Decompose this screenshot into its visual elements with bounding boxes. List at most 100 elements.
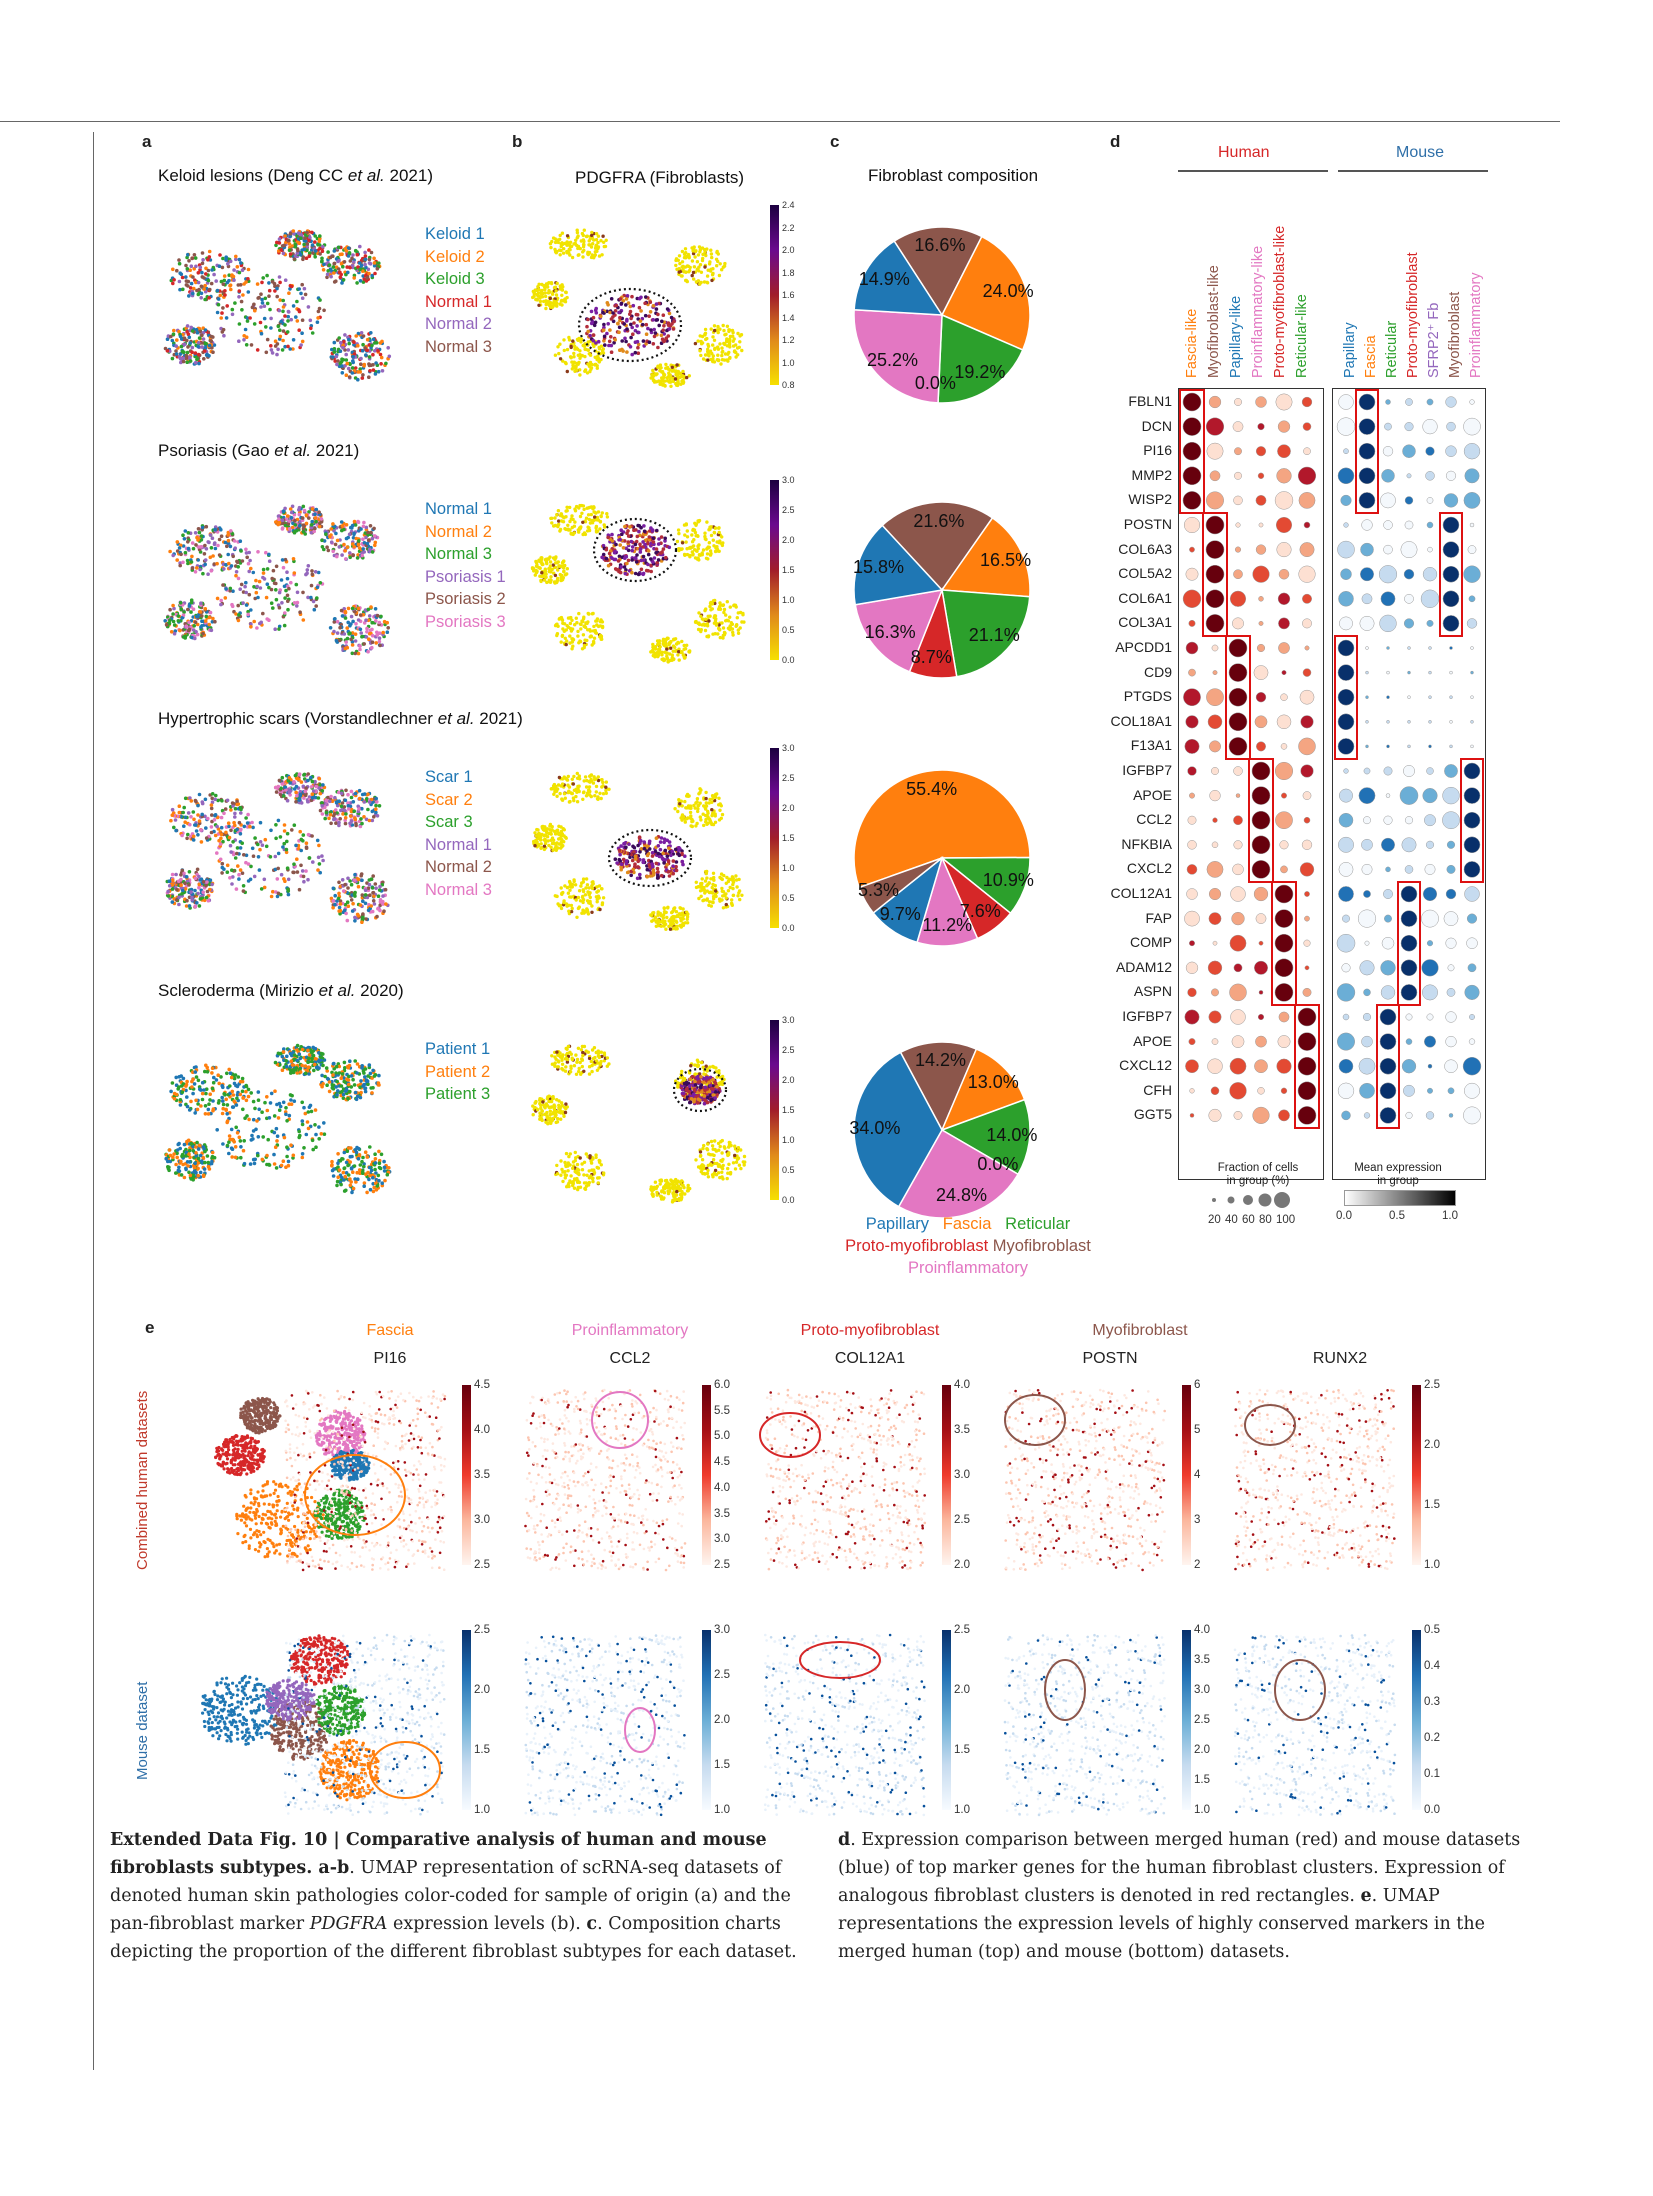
dot-mouse: [1442, 565, 1460, 583]
e-row-label: Combined human datasets: [134, 1390, 151, 1570]
dot-human: [1253, 886, 1269, 902]
gene-label: COL3A1: [1118, 614, 1172, 631]
e-colorbar-tick: 3.0: [954, 1469, 970, 1481]
dot-human: [1276, 1058, 1292, 1074]
colorbar: [770, 748, 779, 928]
colorbar-tick: 1.2: [782, 335, 795, 345]
dot-mouse: [1466, 937, 1478, 949]
pie-label: 24.0%: [982, 280, 1034, 301]
dot-human: [1207, 714, 1223, 730]
dataset-title-end: 2021): [474, 709, 523, 728]
e-colorbar: [1182, 1385, 1191, 1565]
dot-human: [1185, 715, 1199, 729]
dot-human: [1299, 542, 1315, 558]
dot-human: [1274, 983, 1294, 1002]
umap-pdgfra-plot: [531, 228, 744, 388]
e-colorbar: [462, 1630, 471, 1810]
dot-mouse: [1337, 664, 1355, 681]
dot-mouse: [1337, 639, 1355, 657]
dot-mouse: [1403, 1084, 1415, 1097]
dot-mouse: [1400, 959, 1418, 977]
e-colorbar-tick: 3.5: [474, 1469, 490, 1481]
dot-mouse: [1445, 445, 1457, 457]
dot-mouse: [1428, 744, 1432, 749]
gene-label: COL18A1: [1110, 712, 1172, 729]
dot-mouse: [1467, 963, 1477, 973]
dot-mouse: [1379, 1008, 1397, 1026]
caption-left-3: . Composition charts depicting the propo…: [110, 1914, 797, 1962]
dot-mouse: [1406, 473, 1412, 479]
dot-mouse: [1358, 492, 1376, 509]
caption-left: Extended Data Fig. 10 | Comparative anal…: [110, 1826, 820, 1966]
dot-mouse: [1424, 814, 1436, 827]
sample-legend-item: Normal 1: [425, 500, 492, 518]
dot-human: [1257, 423, 1265, 431]
dot-human: [1205, 564, 1225, 584]
mean-tick: 0.0: [1336, 1210, 1352, 1222]
umap-sample-plot: [163, 229, 392, 382]
pie-legend-proto: Proto-myofibroblast: [845, 1237, 989, 1255]
dot-human: [1205, 614, 1225, 633]
dot-mouse: [1385, 399, 1391, 405]
dot-mouse: [1338, 394, 1354, 410]
pie-slice-papillary: [853, 1051, 943, 1208]
dot-mouse: [1336, 983, 1356, 1002]
colorbar-tick: 3.0: [782, 475, 795, 485]
gene-label: CFH: [1143, 1081, 1172, 1098]
dot-human: [1279, 840, 1289, 850]
e-colorbar-tick: 2.0: [1194, 1744, 1210, 1756]
dot-mouse: [1379, 614, 1397, 633]
dot-human: [1278, 617, 1290, 630]
dot-human: [1251, 761, 1271, 781]
e-colorbar: [1412, 1630, 1421, 1810]
dot-human: [1258, 620, 1264, 626]
dot-human: [1297, 1007, 1317, 1027]
dot-human: [1228, 687, 1248, 707]
e-colorbar-tick: 0.2: [1424, 1732, 1440, 1744]
dot-mouse: [1400, 934, 1418, 952]
dot-human: [1278, 1109, 1290, 1122]
pie-label: 21.6%: [913, 510, 965, 531]
dot-mouse: [1337, 688, 1355, 706]
e-colorbar-tick: 1.5: [474, 1744, 490, 1756]
dot-mouse: [1463, 443, 1481, 460]
e-colorbar-tick: 2: [1194, 1559, 1201, 1571]
dot-mouse: [1336, 933, 1356, 953]
dot-mouse: [1426, 521, 1434, 529]
gene-label: FAP: [1145, 909, 1172, 926]
gene-label: F13A1: [1130, 737, 1172, 754]
dot-mouse: [1449, 744, 1453, 749]
dot-human: [1274, 884, 1294, 904]
dataset-title-main: Scleroderma (Mirizio: [158, 981, 319, 1000]
e-colorbar-tick: 2.5: [954, 1514, 970, 1526]
dot-mouse: [1463, 762, 1481, 780]
e-colorbar-tick: 3.5: [1194, 1654, 1210, 1666]
dot-human: [1183, 516, 1201, 534]
pie-slice-reticular: [937, 313, 1024, 404]
dot-human: [1186, 888, 1198, 900]
dot-mouse: [1383, 520, 1393, 530]
colorbar-tick: 1.0: [782, 595, 795, 605]
e-group-label: Proto-myofibroblast: [800, 1322, 940, 1339]
dot-human: [1255, 495, 1267, 506]
dot-human: [1280, 865, 1288, 874]
dot-human: [1256, 741, 1266, 752]
dot-mouse: [1405, 1038, 1413, 1045]
pie-legend-proinflammatory: Proinflammatory: [907, 1259, 1029, 1277]
dot-human: [1233, 815, 1243, 826]
dataset-title: Psoriasis (Gao et al. 2021): [158, 441, 359, 461]
e-colorbar: [702, 1385, 711, 1565]
dot-mouse: [1342, 1013, 1350, 1021]
umap-pdgfra-plot: [530, 503, 746, 664]
dot-human: [1301, 396, 1313, 408]
composition-pie: [853, 501, 1031, 679]
dot-human: [1254, 960, 1268, 975]
pie-label: 14.2%: [914, 1050, 966, 1071]
dot-mouse: [1341, 1110, 1351, 1121]
colorbar-tick: 0.5: [782, 1165, 795, 1175]
e-colorbar-tick: 2.0: [954, 1559, 970, 1571]
e-expression-umap: [1004, 1388, 1166, 1572]
dataset-title-italic: et al.: [274, 441, 312, 460]
dot-mouse: [1421, 959, 1439, 977]
colorbar-tick: 2.0: [782, 245, 795, 255]
